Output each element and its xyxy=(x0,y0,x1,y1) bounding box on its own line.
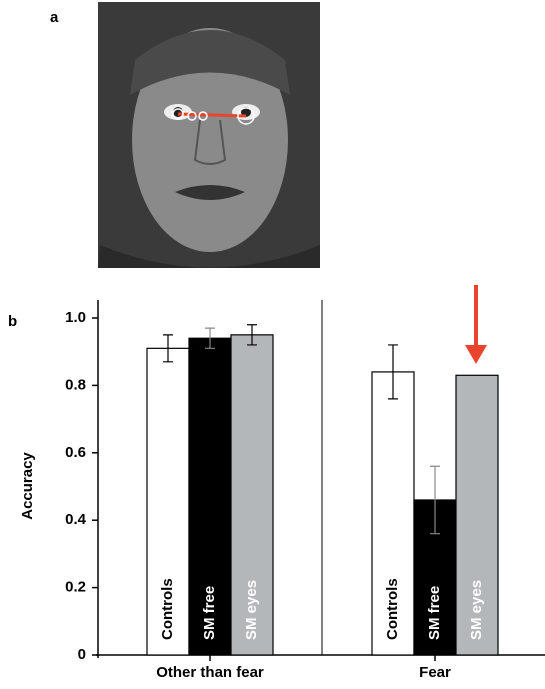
y-tick-label: 0.4 xyxy=(65,511,87,528)
bar-series-label: Controls xyxy=(384,578,401,640)
bar xyxy=(455,374,499,656)
y-tick-label: 0.2 xyxy=(65,579,86,596)
bar-series-label: SM eyes xyxy=(243,580,260,640)
arrow-head xyxy=(465,345,487,364)
panel-label: a xyxy=(50,9,59,26)
error-bar xyxy=(205,327,215,349)
y-tick-label: 0 xyxy=(78,646,86,663)
error-bar xyxy=(163,334,173,363)
bar xyxy=(371,371,415,656)
y-tick-label: 1.0 xyxy=(65,309,86,326)
y-axis-label: Accuracy xyxy=(19,452,36,520)
panel-label: b xyxy=(8,313,17,330)
bar xyxy=(146,347,190,656)
face-photo xyxy=(98,2,320,268)
bar-series-label: SM free xyxy=(426,586,443,640)
bar-series-label: SM free xyxy=(201,586,218,640)
error-bar xyxy=(247,324,257,346)
bar xyxy=(188,337,232,656)
y-tick-label: 0.6 xyxy=(65,444,86,461)
x-tick-label: Other than fear xyxy=(156,664,264,681)
bar-series-label: Controls xyxy=(159,578,176,640)
bar-series-label: SM eyes xyxy=(468,580,485,640)
error-bar xyxy=(388,344,398,400)
error-bar xyxy=(430,465,440,535)
x-tick-label: Fear xyxy=(419,664,451,681)
y-tick-label: 0.8 xyxy=(65,376,86,393)
bar xyxy=(230,334,274,656)
